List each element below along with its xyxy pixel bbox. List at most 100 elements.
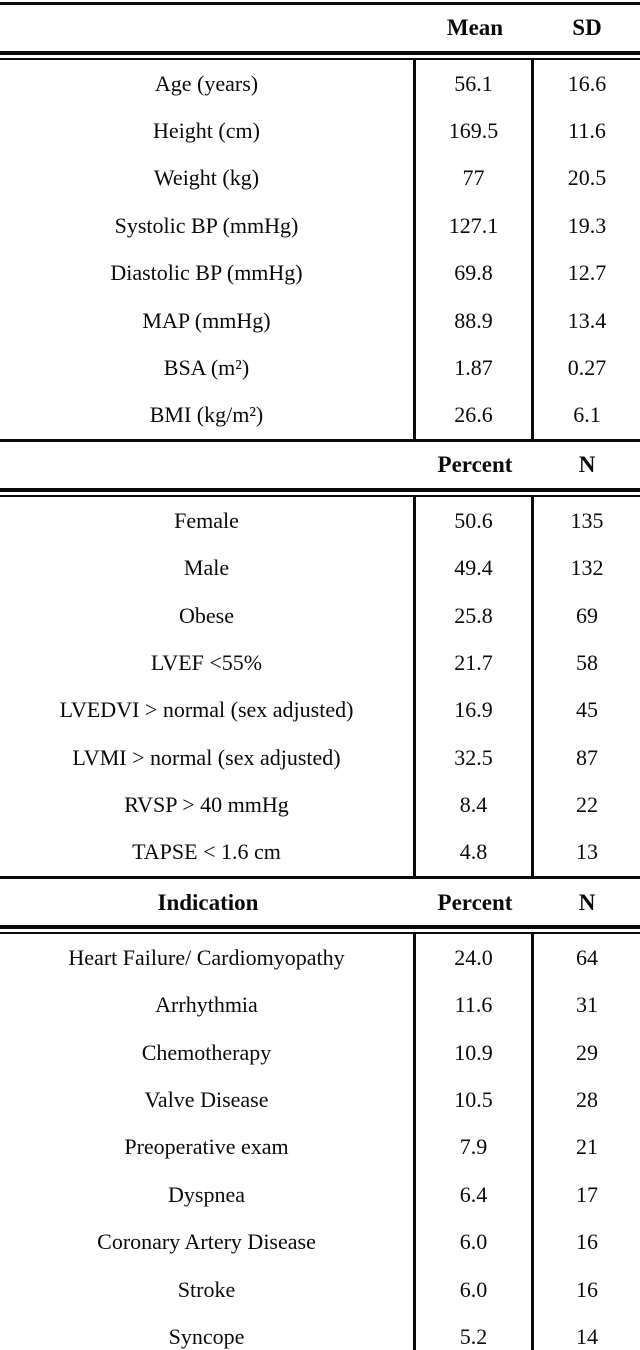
table-row: Arrhythmia 11.6 31 <box>0 981 640 1030</box>
row-label: TAPSE < 1.6 cm <box>0 828 416 877</box>
table-row: Diastolic BP (mmHg) 69.8 12.7 <box>0 249 640 297</box>
row-label: Arrhythmia <box>0 981 416 1030</box>
row-value-2: 13 <box>576 840 598 865</box>
table-row: Height (cm) 169.5 11.6 <box>0 107 640 155</box>
table-row: Preoperative exam 7.9 21 <box>0 1123 640 1172</box>
column-header-mean: Mean <box>446 15 504 41</box>
table-row: LVEF <55% 21.7 58 <box>0 639 640 687</box>
header-double-rule <box>0 51 640 60</box>
row-label: Systolic BP (mmHg) <box>0 202 416 250</box>
table-row: Systolic BP (mmHg) 127.1 19.3 <box>0 202 640 250</box>
table-row: LVMI > normal (sex adjusted) 32.5 87 <box>0 734 640 782</box>
row-value-2: 132 <box>570 556 604 581</box>
row-value-2: 64 <box>576 945 598 970</box>
row-label: Preoperative exam <box>0 1123 416 1172</box>
section-bottom-rule <box>0 439 640 443</box>
column-header-indication: Indication <box>157 889 259 915</box>
row-label: Height (cm) <box>0 107 416 155</box>
row-value-1: 56.1 <box>416 60 534 108</box>
row-value-2: 87 <box>576 745 598 770</box>
table-row: Male 49.4 132 <box>0 544 640 592</box>
row-value-1: 6.0 <box>416 1265 534 1314</box>
table-section-categorical: Percent N Female 50.6 135 Male 49.4 132 Obese 2… <box>0 442 640 880</box>
row-value-2: 20.5 <box>567 166 607 191</box>
table-section-demographics: Mean SD Age (years) 56.1 16.6 Height (cm) 16… <box>0 5 640 443</box>
table-row: Female 50.6 135 <box>0 497 640 545</box>
table-row: BMI (kg/m²) 26.6 6.1 <box>0 391 640 440</box>
row-value-1: 50.6 <box>416 497 534 545</box>
column-header-sd: SD <box>572 15 602 41</box>
row-value-2: 16 <box>576 1277 598 1302</box>
row-value-1: 49.4 <box>416 544 534 592</box>
row-label: Obese <box>0 591 416 640</box>
column-header-n: N <box>578 889 596 915</box>
row-value-2: 11.6 <box>568 118 606 143</box>
row-label: Heart Failure/ Cardiomyopathy <box>0 934 416 982</box>
row-value-2: 69 <box>576 603 598 628</box>
row-value-1: 11.6 <box>416 981 534 1030</box>
column-header-percent: Percent <box>437 889 513 915</box>
row-value-1: 24.0 <box>416 934 534 982</box>
table-row: Weight (kg) 77 20.5 <box>0 154 640 203</box>
table-row: TAPSE < 1.6 cm 4.8 13 <box>0 828 640 877</box>
row-label: Diastolic BP (mmHg) <box>0 249 416 297</box>
row-value-2: 31 <box>576 993 598 1018</box>
row-label: Valve Disease <box>0 1076 416 1124</box>
row-value-1: 6.0 <box>416 1218 534 1266</box>
row-value-1: 69.8 <box>416 249 534 297</box>
row-label: Age (years) <box>0 60 416 108</box>
row-value-1: 77 <box>416 154 534 203</box>
row-value-2: 21 <box>576 1135 598 1160</box>
row-label: Dyspnea <box>0 1171 416 1219</box>
table-row: Chemotherapy 10.9 29 <box>0 1029 640 1077</box>
row-label: Coronary Artery Disease <box>0 1218 416 1266</box>
row-value-1: 32.5 <box>416 734 534 782</box>
row-value-2: 13.4 <box>567 308 607 333</box>
row-value-1: 10.5 <box>416 1076 534 1124</box>
row-value-1: 26.6 <box>416 391 534 440</box>
row-value-1: 5.2 <box>416 1313 534 1350</box>
section-bottom-rule <box>0 876 640 880</box>
row-value-2: 14 <box>576 1324 598 1349</box>
row-label: Chemotherapy <box>0 1029 416 1077</box>
row-value-2: 0.27 <box>567 355 607 380</box>
row-label: Female <box>0 497 416 545</box>
row-label: Stroke <box>0 1265 416 1314</box>
table-row: LVEDVI > normal (sex adjusted) 16.9 45 <box>0 686 640 735</box>
row-value-1: 25.8 <box>416 591 534 640</box>
section-header-row: Indication Percent N <box>0 879 640 925</box>
section-rows: Heart Failure/ Cardiomyopathy 24.0 64 Arrhy… <box>0 934 640 1350</box>
row-label: Weight (kg) <box>0 154 416 203</box>
row-label: LVMI > normal (sex adjusted) <box>0 734 416 782</box>
section-rows: Female 50.6 135 Male 49.4 132 Obese 25.8 69 LVEF … <box>0 497 640 877</box>
table-row: BSA (m²) 1.87 0.27 <box>0 344 640 392</box>
row-label: LVEF <55% <box>0 639 416 687</box>
table-row: Stroke 6.0 16 <box>0 1265 640 1314</box>
column-header-percent: Percent <box>437 452 513 478</box>
row-value-1: 8.4 <box>416 781 534 829</box>
row-value-1: 16.9 <box>416 686 534 735</box>
row-value-1: 88.9 <box>416 296 534 345</box>
row-label: Male <box>0 544 416 592</box>
column-header-n: N <box>578 452 596 478</box>
row-value-2: 28 <box>576 1088 598 1113</box>
row-value-2: 16 <box>576 1230 598 1255</box>
section-header-row: Mean SD <box>0 5 640 51</box>
section-rows: Age (years) 56.1 16.6 Height (cm) 169.5 11.6 W… <box>0 60 640 440</box>
row-label: BSA (m²) <box>0 344 416 392</box>
row-label: BMI (kg/m²) <box>0 391 416 440</box>
table-row: Dyspnea 6.4 17 <box>0 1171 640 1219</box>
row-value-1: 10.9 <box>416 1029 534 1077</box>
table-row: Syncope 5.2 14 <box>0 1313 640 1350</box>
row-value-1: 6.4 <box>416 1171 534 1219</box>
table-row: RVSP > 40 mmHg 8.4 22 <box>0 781 640 829</box>
row-value-1: 127.1 <box>416 202 534 250</box>
row-value-2: 135 <box>570 508 604 533</box>
row-value-1: 169.5 <box>416 107 534 155</box>
table-row: Age (years) 56.1 16.6 <box>0 60 640 108</box>
table-row: Heart Failure/ Cardiomyopathy 24.0 64 <box>0 934 640 982</box>
row-label: LVEDVI > normal (sex adjusted) <box>0 686 416 735</box>
table-row: Coronary Artery Disease 6.0 16 <box>0 1218 640 1266</box>
row-label: Syncope <box>0 1313 416 1350</box>
